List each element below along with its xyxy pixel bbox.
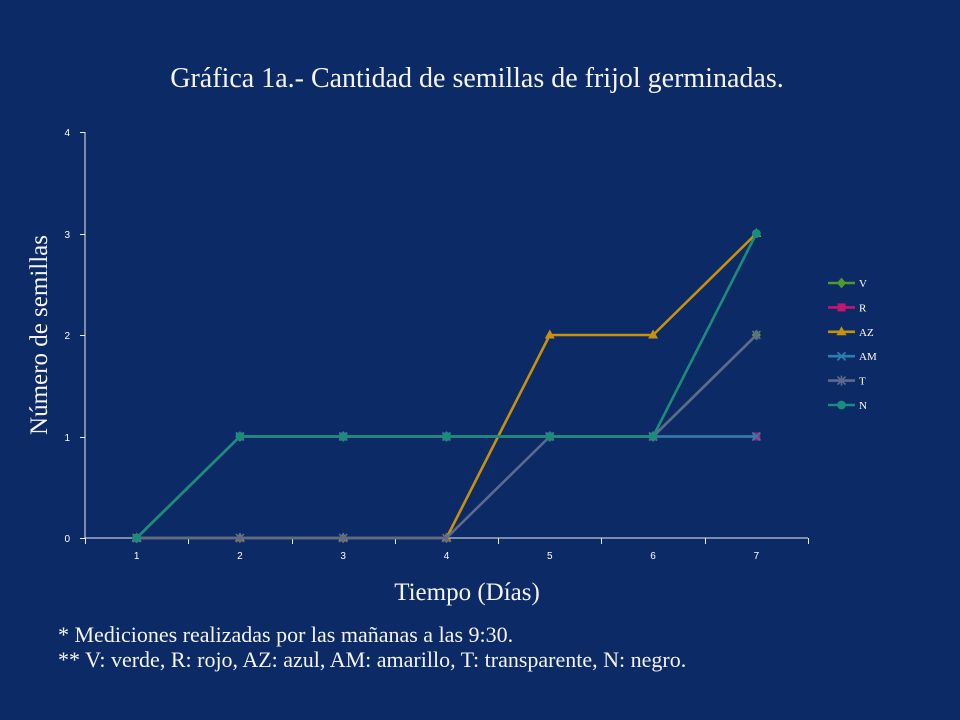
series-am-point-7 [751, 431, 761, 442]
series-am-point-7-shape [751, 431, 761, 442]
series-t-point-4-shape [441, 533, 452, 543]
legend-marker-v [836, 277, 847, 289]
y-tick-label: 3 [64, 230, 70, 241]
legend-item-az: AZ [828, 326, 874, 339]
legend-item-n: N [828, 400, 867, 412]
series-t-point-3-shape [338, 533, 348, 543]
series-az [131, 228, 762, 542]
x-tick-label: 1 [134, 551, 140, 562]
legend-marker-t-shape [836, 375, 847, 386]
series-group [131, 228, 762, 544]
series-n [132, 229, 761, 543]
series-az-point-5-shape [544, 329, 555, 339]
series-t-point-7 [751, 330, 761, 340]
series-n-point-1 [132, 533, 142, 543]
legend-item-v: V [828, 277, 867, 290]
series-n-point-7 [751, 229, 761, 238]
series-n-point-6 [648, 432, 658, 441]
series-t-point-3 [338, 533, 348, 543]
y-tick-label: 1 [64, 433, 70, 444]
series-line-n [135, 232, 758, 540]
series-t-point-2-shape [235, 533, 245, 543]
y-tick-label: 4 [64, 128, 70, 139]
x-tick-label: 7 [754, 551, 760, 562]
chart-title: Gráfica 1a.- Cantidad de semillas de fri… [170, 63, 783, 94]
x-axis-label: Tiempo (Días) [394, 579, 540, 606]
legend-label-v: V [859, 278, 867, 290]
legend-marker-am-shape [836, 351, 847, 361]
legend-marker-am [836, 351, 847, 361]
series-az-point-6 [648, 329, 659, 339]
legend-marker-t [836, 375, 847, 386]
x-tick-label: 5 [547, 551, 553, 562]
footnotes: * Mediciones realizadas por las mañanas … [58, 622, 686, 672]
series-line-am [135, 435, 758, 540]
series-n-point-2 [235, 432, 245, 441]
legend-marker-n-shape [837, 400, 846, 410]
footnote-measurement-time: * Mediciones realizadas por las mañanas … [58, 622, 514, 647]
legend-marker-az [836, 326, 847, 336]
legend-marker-n [837, 400, 846, 410]
y-tick-label: 2 [64, 331, 70, 342]
legend-label-am: AM [859, 351, 877, 363]
legend-item-t: T [828, 375, 866, 388]
legend-item-am: AM [828, 351, 877, 363]
series-n-point-4-shape [442, 432, 451, 441]
legend-label-n: N [859, 400, 867, 412]
series-t-point-7-shape [751, 330, 761, 340]
legend-item-r: R [828, 302, 867, 314]
series-az-point-5 [544, 329, 555, 339]
series-n-point-3-shape [338, 432, 348, 441]
legend: VR AZ AM TN [828, 277, 877, 412]
legend-marker-v-shape [836, 277, 847, 289]
y-axis-label: Número de semillas [26, 235, 53, 435]
y-tick-label: 0 [64, 534, 70, 545]
series-t-point-4 [441, 533, 452, 543]
x-tick-label: 4 [444, 551, 450, 562]
series-line-r [135, 435, 758, 540]
series-n-point-7-shape [751, 229, 761, 238]
series-n-point-5 [545, 432, 555, 441]
x-tick-label: 3 [340, 551, 346, 562]
series-line-az [135, 232, 758, 540]
footnote-color-key: ** V: verde, R: rojo, AZ: azul, AM: amar… [58, 647, 687, 672]
x-tick-label: 2 [237, 551, 243, 562]
series-n-point-4 [442, 432, 451, 441]
series-n-point-5-shape [545, 432, 555, 441]
legend-marker-r-shape [837, 303, 846, 312]
series-n-point-6-shape [648, 432, 658, 441]
series-n-point-1-shape [132, 533, 142, 543]
legend-marker-az-shape [836, 326, 847, 336]
x-tick-label: 6 [650, 551, 656, 562]
legend-label-az: AZ [859, 327, 874, 339]
legend-marker-r [837, 303, 846, 312]
series-n-point-3 [338, 432, 348, 441]
axes: 0 1 2 3 4 1 2 3 4 5 6 7 [64, 128, 809, 562]
series-n-point-2-shape [235, 432, 245, 441]
series-az-point-6-shape [648, 329, 659, 339]
legend-label-r: R [859, 302, 867, 314]
series-t-point-2 [235, 533, 245, 543]
legend-label-t: T [859, 376, 866, 388]
